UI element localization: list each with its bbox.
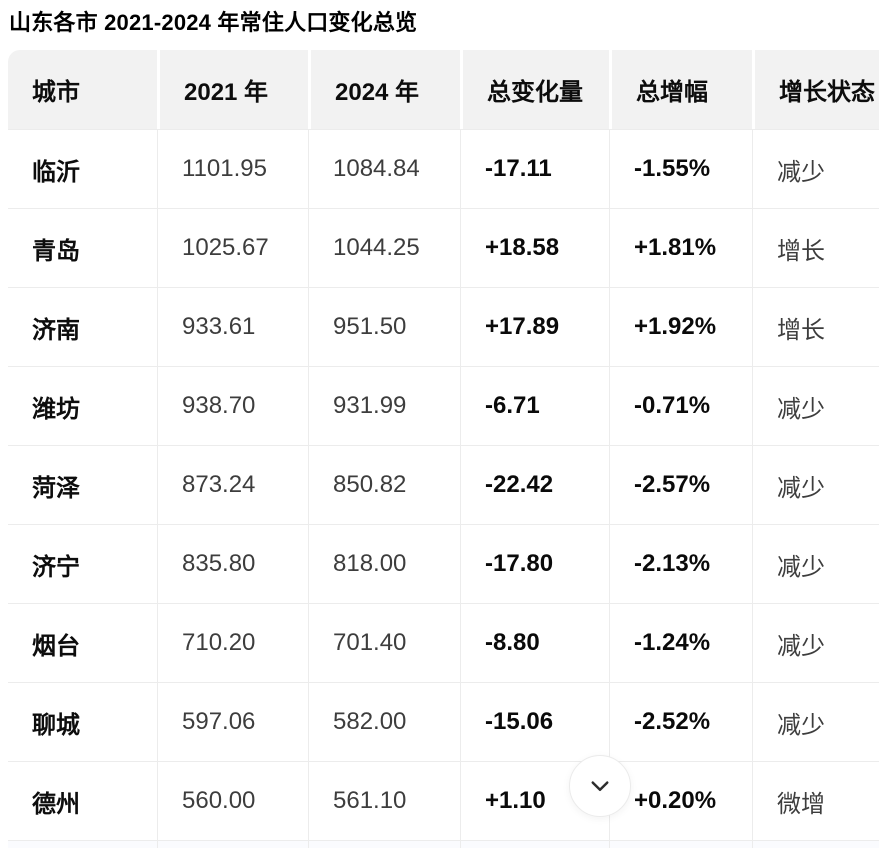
table-row: 济南 933.61 951.50 +17.89 +1.92% 增长 (8, 287, 879, 366)
cell-city: 济南 (8, 287, 157, 366)
cell-growth: +1.81% (609, 208, 752, 287)
cell-status: 减少 (752, 682, 879, 761)
cell-partial (609, 840, 752, 848)
cell-city: 济宁 (8, 524, 157, 603)
population-table-container: 城市 2021 年 2024 年总变化量 总增幅 增长状态 临沂 1101.95 1084.… (8, 50, 879, 848)
table-row: 德州 560.00 561.10 +1.10 +0.20% 微增 (8, 761, 879, 840)
cell-change: -17.11 (460, 129, 609, 208)
cell-growth: -0.71% (609, 366, 752, 445)
cell-city: 聊城 (8, 682, 157, 761)
cell-y2024: 951.50 (308, 287, 460, 366)
cell-y2021: 710.20 (157, 603, 308, 682)
page-title: 山东各市 2021-2024 年常住人口变化总览 (9, 10, 418, 35)
cell-partial (8, 840, 157, 848)
cell-y2021: 835.80 (157, 524, 308, 603)
cell-status: 微增 (752, 761, 879, 840)
cell-change: -8.80 (460, 603, 609, 682)
cell-y2024: 931.99 (308, 366, 460, 445)
cell-y2024: 561.10 (308, 761, 460, 840)
cell-growth: -1.55% (609, 129, 752, 208)
cell-status: 增长 (752, 208, 879, 287)
population-table: 城市 2021 年 2024 年总变化量 总增幅 增长状态 临沂 1101.95 1084.… (8, 50, 879, 848)
cell-growth: -2.57% (609, 445, 752, 524)
cell-growth: -1.24% (609, 603, 752, 682)
table-header-row: 城市 2021 年 2024 年总变化量 总增幅 增长状态 (8, 50, 879, 129)
cell-change: +17.89 (460, 287, 609, 366)
header-cell-status: 增长状态 (752, 50, 879, 129)
cell-growth: +1.92% (609, 287, 752, 366)
cell-partial (460, 840, 609, 848)
cell-y2024: 818.00 (308, 524, 460, 603)
cell-growth: +0.20% (609, 761, 752, 840)
table-row: 济宁 835.80 818.00 -17.80 -2.13% 减少 (8, 524, 879, 603)
cell-status: 减少 (752, 366, 879, 445)
cell-city: 临沂 (8, 129, 157, 208)
cell-partial (308, 840, 460, 848)
cell-city: 潍坊 (8, 366, 157, 445)
cell-growth: -2.13% (609, 524, 752, 603)
cell-change: -6.71 (460, 366, 609, 445)
cell-partial (157, 840, 308, 848)
cell-status: 增长 (752, 287, 879, 366)
cell-y2024: 850.82 (308, 445, 460, 524)
chevron-down-icon (585, 771, 615, 801)
cell-y2024: 582.00 (308, 682, 460, 761)
cell-city: 烟台 (8, 603, 157, 682)
cell-change: +18.58 (460, 208, 609, 287)
cell-status: 减少 (752, 524, 879, 603)
cell-y2021: 933.61 (157, 287, 308, 366)
table-row: 菏泽 873.24 850.82 -22.42 -2.57% 减少 (8, 445, 879, 524)
table-row: 临沂 1101.95 1084.84 -17.11 -1.55% 减少 (8, 129, 879, 208)
cell-status: 减少 (752, 445, 879, 524)
header-cell-y2024: 2024 年 (308, 50, 460, 129)
header-cell-city: 城市 (8, 50, 157, 129)
table-row: 聊城 597.06 582.00 -15.06 -2.52% 减少 (8, 682, 879, 761)
cell-y2024: 1044.25 (308, 208, 460, 287)
cell-y2021: 560.00 (157, 761, 308, 840)
cell-y2021: 938.70 (157, 366, 308, 445)
cell-y2024: 701.40 (308, 603, 460, 682)
scroll-down-button[interactable] (569, 755, 631, 817)
cell-y2024: 1084.84 (308, 129, 460, 208)
cell-change: -17.80 (460, 524, 609, 603)
cell-y2021: 873.24 (157, 445, 308, 524)
cell-status: 减少 (752, 603, 879, 682)
cell-partial (752, 840, 879, 848)
header-cell-y2021: 2021 年 (157, 50, 308, 129)
table-row-partial (8, 840, 879, 848)
table-row: 潍坊 938.70 931.99 -6.71 -0.71% 减少 (8, 366, 879, 445)
cell-y2021: 597.06 (157, 682, 308, 761)
cell-y2021: 1025.67 (157, 208, 308, 287)
cell-city: 德州 (8, 761, 157, 840)
cell-change: -22.42 (460, 445, 609, 524)
header-cell-growth: 总增幅 (609, 50, 752, 129)
header-cell-change: 总变化量 (460, 50, 609, 129)
cell-change: -15.06 (460, 682, 609, 761)
cell-city: 青岛 (8, 208, 157, 287)
table-row: 青岛 1025.67 1044.25 +18.58 +1.81% 增长 (8, 208, 879, 287)
cell-city: 菏泽 (8, 445, 157, 524)
table-row: 烟台 710.20 701.40 -8.80 -1.24% 减少 (8, 603, 879, 682)
cell-growth: -2.52% (609, 682, 752, 761)
table-body: 临沂 1101.95 1084.84 -17.11 -1.55% 减少 青岛 1025.67 1… (8, 129, 879, 848)
cell-status: 减少 (752, 129, 879, 208)
cell-y2021: 1101.95 (157, 129, 308, 208)
